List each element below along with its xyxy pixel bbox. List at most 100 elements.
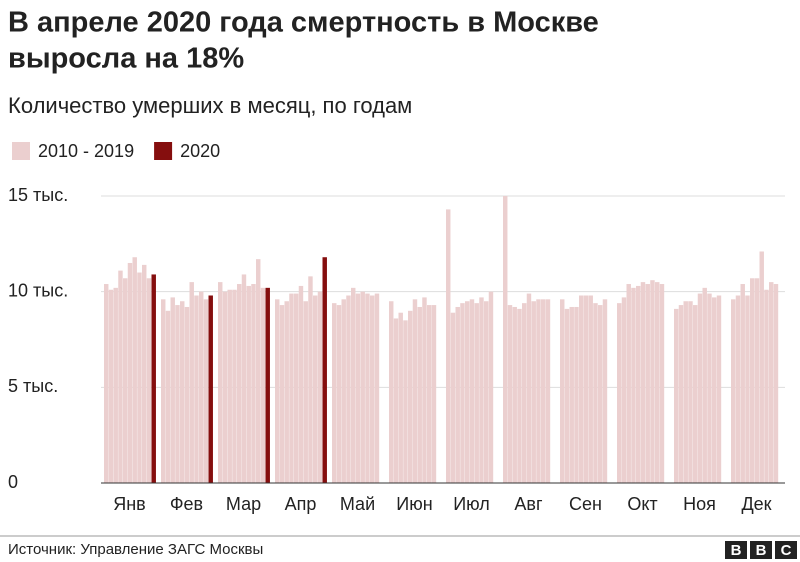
chart-title: выросла на 18% [8,43,244,75]
logo-letter: B [756,542,767,559]
bar [488,291,494,483]
bar [712,297,717,483]
x-tick-label: Май [340,494,375,514]
bar [764,289,769,483]
bar [237,284,242,483]
bar [374,293,380,483]
bar [593,303,598,483]
logo-letter: B [731,542,742,559]
bar [474,303,479,483]
bar [450,312,456,483]
bar [370,295,375,483]
bar [674,308,679,483]
bar [465,301,470,483]
bar [199,291,204,483]
bar [569,306,574,483]
bar [707,293,712,483]
bar [360,291,365,483]
bar [332,303,337,483]
bar [403,320,408,483]
bar [175,305,180,483]
x-tick-label: Дек [741,494,771,514]
bar [165,310,171,483]
legend-label: 2020 [180,141,220,161]
x-tick-label: Авг [514,494,543,514]
bar [393,318,399,483]
bar [759,251,764,483]
y-tick-label: 5 тыс. [8,376,58,396]
bar [636,285,641,483]
bar [313,295,318,483]
bar [118,270,123,483]
bar [260,287,266,483]
legend-swatch [154,142,173,160]
bar [531,301,536,483]
y-tick-label: 10 тыс. [8,280,68,300]
bar [246,285,251,483]
bar [256,259,261,483]
bar [750,278,755,483]
logo-box [725,541,747,559]
bar [170,297,175,483]
bar [279,305,285,483]
bar [294,293,299,483]
logo-letter: C [781,542,792,559]
bar [617,303,622,483]
bar [398,312,403,483]
bar [241,274,247,483]
legend-swatch [12,142,30,160]
bar [422,297,427,483]
bar [446,209,451,484]
bar [203,299,209,483]
bar [545,299,551,483]
x-tick-label: Мар [226,494,261,514]
bar [650,280,655,483]
bar [602,299,608,483]
x-tick-label: Окт [627,494,657,514]
bar [716,295,722,483]
bar [412,299,418,483]
bar [389,301,394,483]
bar [303,301,308,483]
bar [536,299,541,483]
logo-box [750,541,772,559]
legend-label: 2010 - 2019 [38,141,134,161]
bar [346,295,351,483]
bar [284,301,289,483]
bar [745,295,750,483]
bar [460,303,465,483]
bar [275,299,280,483]
bar [588,295,593,483]
bar [697,293,703,483]
bar [113,287,118,483]
bar [541,299,546,483]
bar [184,306,190,483]
x-tick-label: Ноя [683,494,716,514]
bar [336,305,342,483]
bar [341,299,346,483]
bar [322,257,327,483]
bar [503,196,508,483]
bar [317,291,323,483]
bar [526,293,532,483]
bar [222,291,228,483]
bar [583,295,589,483]
bar [127,262,133,483]
chart-title: В апреле 2020 года смертность в Москве [8,7,599,39]
bar [740,284,745,483]
bar [142,264,147,483]
bar [574,306,579,483]
bar [621,297,627,483]
x-tick-label: Янв [113,494,146,514]
bar [455,306,460,483]
bar [560,299,565,483]
bar [626,284,631,483]
bar [731,299,736,483]
bar [189,282,194,483]
bar [365,293,370,483]
bar [564,308,570,483]
bar [161,299,166,483]
bar [517,308,522,483]
bar [417,306,422,483]
